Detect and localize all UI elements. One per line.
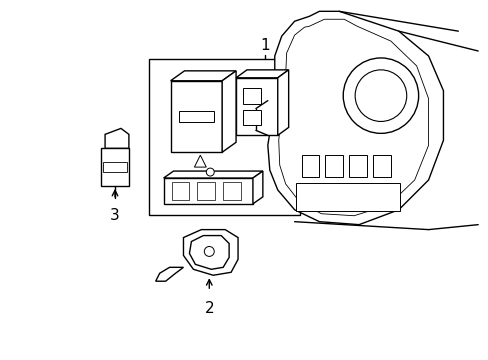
Bar bbox=[348, 155, 366, 177]
Text: 3: 3 bbox=[110, 208, 120, 223]
Polygon shape bbox=[155, 267, 183, 281]
Bar bbox=[178, 111, 214, 122]
Bar bbox=[325, 155, 343, 177]
Bar bbox=[243, 109, 260, 125]
Polygon shape bbox=[236, 70, 288, 78]
Bar bbox=[295, 183, 399, 211]
Polygon shape bbox=[163, 171, 263, 178]
Bar bbox=[103, 162, 127, 172]
Polygon shape bbox=[267, 11, 443, 225]
Bar bbox=[101, 148, 129, 186]
Polygon shape bbox=[278, 19, 427, 216]
Bar bbox=[170, 81, 222, 152]
Bar bbox=[163, 178, 252, 204]
Polygon shape bbox=[105, 129, 129, 148]
Circle shape bbox=[354, 70, 406, 121]
Circle shape bbox=[204, 247, 214, 256]
Circle shape bbox=[343, 58, 418, 133]
Bar bbox=[372, 155, 390, 177]
Text: 2: 2 bbox=[204, 301, 214, 316]
Bar bbox=[148, 59, 299, 215]
Polygon shape bbox=[222, 71, 236, 152]
Bar bbox=[171, 182, 189, 200]
Bar bbox=[301, 155, 319, 177]
Bar bbox=[223, 182, 241, 200]
Bar bbox=[197, 182, 215, 200]
Polygon shape bbox=[252, 171, 263, 204]
Polygon shape bbox=[183, 230, 238, 275]
Polygon shape bbox=[277, 70, 288, 135]
Text: 1: 1 bbox=[260, 38, 269, 53]
Bar bbox=[243, 88, 260, 104]
Polygon shape bbox=[170, 71, 236, 81]
Polygon shape bbox=[189, 235, 229, 269]
Bar bbox=[236, 78, 277, 135]
Polygon shape bbox=[194, 155, 206, 167]
Circle shape bbox=[206, 168, 214, 176]
